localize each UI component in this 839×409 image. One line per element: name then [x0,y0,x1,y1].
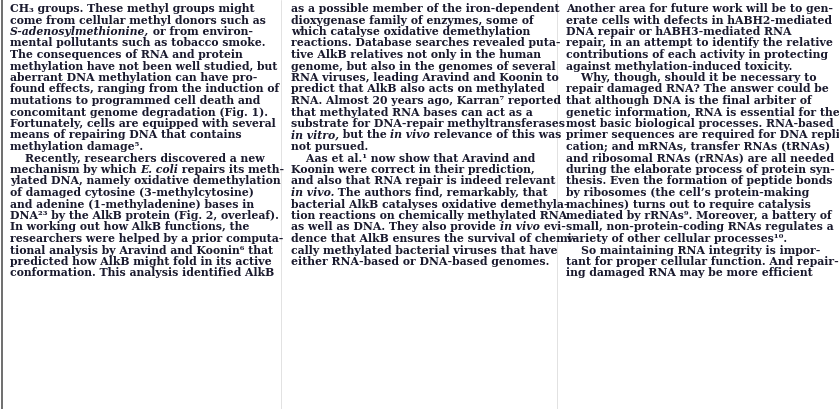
Text: or from environ-: or from environ- [149,26,253,37]
Text: tive AlkB relatives not only in the human: tive AlkB relatives not only in the huma… [291,49,541,60]
Text: S-adenosylmethionine,: S-adenosylmethionine, [10,26,149,37]
Text: during the elaborate process of protein syn-: during the elaborate process of protein … [566,164,835,175]
Text: Koonin were correct in their prediction,: Koonin were correct in their prediction, [291,164,534,175]
Text: come from cellular methyl donors such as: come from cellular methyl donors such as [10,14,266,25]
Text: In working out how AlkB functions, the: In working out how AlkB functions, the [10,222,249,232]
Text: evi-: evi- [539,222,565,232]
Text: bacterial AlkB catalyses oxidative demethyla-: bacterial AlkB catalyses oxidative demet… [291,198,569,209]
Text: ylated DNA, namely oxidative demethylation: ylated DNA, namely oxidative demethylati… [10,175,280,187]
Text: cation; and mRNAs, transfer RNAs (tRNAs): cation; and mRNAs, transfer RNAs (tRNAs) [566,141,830,152]
Text: predict that AlkB also acts on methylated: predict that AlkB also acts on methylate… [291,83,545,94]
Text: genetic information, RNA is essential for the: genetic information, RNA is essential fo… [566,106,839,117]
Text: RNA. Almost 20 years ago, Karran⁷ reported: RNA. Almost 20 years ago, Karran⁷ report… [291,95,561,106]
Text: DNA repair or hABH3-mediated RNA: DNA repair or hABH3-mediated RNA [566,26,791,37]
Text: that although DNA is the final arbiter of: that although DNA is the final arbiter o… [566,95,811,106]
Text: conformation. This analysis identified AlkB: conformation. This analysis identified A… [10,267,274,279]
Text: mechanism by which: mechanism by which [10,164,140,175]
Text: contributions of each activity in protecting: contributions of each activity in protec… [566,49,828,60]
Text: Why, though, should it be necessary to: Why, though, should it be necessary to [566,72,816,83]
Text: E. coli: E. coli [140,164,178,175]
Text: that methylated RNA bases can act as a: that methylated RNA bases can act as a [291,106,533,117]
Text: repair damaged RNA? The answer could be: repair damaged RNA? The answer could be [566,83,829,94]
Text: ing damaged RNA may be more efficient: ing damaged RNA may be more efficient [566,267,813,279]
Text: against methylation-induced toxicity.: against methylation-induced toxicity. [566,61,792,72]
Text: So maintaining RNA integrity is impor-: So maintaining RNA integrity is impor- [566,245,821,256]
Text: methylation have not been well studied, but: methylation have not been well studied, … [10,61,278,72]
Text: concomitant genome degradation (Fig. 1).: concomitant genome degradation (Fig. 1). [10,106,268,117]
Text: reactions. Database searches revealed puta-: reactions. Database searches revealed pu… [291,38,560,49]
Text: Fortunately, cells are equipped with several: Fortunately, cells are equipped with sev… [10,118,276,129]
Text: and also that RNA repair is indeed relevant: and also that RNA repair is indeed relev… [291,175,555,187]
Text: tant for proper cellular function. And repair-: tant for proper cellular function. And r… [566,256,839,267]
Text: Aas et al.¹ now show that Aravind and: Aas et al.¹ now show that Aravind and [291,153,535,164]
Text: cally methylated bacterial viruses that have: cally methylated bacterial viruses that … [291,245,557,256]
Text: in vivo: in vivo [390,130,430,141]
Text: The authors find, remarkably, that: The authors find, remarkably, that [335,187,548,198]
Text: in vivo.: in vivo. [291,187,335,198]
Text: RNA viruses, leading Aravind and Koonin to: RNA viruses, leading Aravind and Koonin … [291,72,559,83]
Text: mental pollutants such as tobacco smoke.: mental pollutants such as tobacco smoke. [10,38,265,49]
Text: mediated by rRNAs⁹. Moreover, a battery of: mediated by rRNAs⁹. Moreover, a battery … [566,210,831,221]
Text: in vivo: in vivo [500,222,539,232]
Text: variety of other cellular processes¹⁰.: variety of other cellular processes¹⁰. [566,233,787,244]
Text: The consequences of RNA and protein: The consequences of RNA and protein [10,49,242,60]
Text: predicted how AlkB might fold in its active: predicted how AlkB might fold in its act… [10,256,272,267]
Text: which catalyse oxidative demethylation: which catalyse oxidative demethylation [291,26,530,37]
Text: as a possible member of the iron-dependent: as a possible member of the iron-depende… [291,3,560,14]
Text: either RNA-based or DNA-based genomes.: either RNA-based or DNA-based genomes. [291,256,550,267]
Text: machines) turns out to require catalysis: machines) turns out to require catalysis [566,198,810,209]
Text: thesis. Even the formation of peptide bonds: thesis. Even the formation of peptide bo… [566,175,832,187]
Text: and adenine (1-methyladenine) bases in: and adenine (1-methyladenine) bases in [10,198,254,209]
Text: and ribosomal RNAs (rRNAs) are all needed: and ribosomal RNAs (rRNAs) are all neede… [566,153,834,164]
Text: of damaged cytosine (3-methylcytosine): of damaged cytosine (3-methylcytosine) [10,187,254,198]
Text: tional analysis by Aravind and Koonin⁶ that: tional analysis by Aravind and Koonin⁶ t… [10,245,274,256]
Text: but the: but the [339,130,390,141]
Text: dioxygenase family of enzymes, some of: dioxygenase family of enzymes, some of [291,14,534,25]
Text: substrate for DNA-repair methyltransferases: substrate for DNA-repair methyltransfera… [291,118,565,129]
Text: relevance of this was: relevance of this was [430,130,562,141]
Text: tion reactions on chemically methylated RNA: tion reactions on chemically methylated … [291,210,567,221]
Text: DNA²³ by the AlkB protein (Fig. 2, overleaf).: DNA²³ by the AlkB protein (Fig. 2, overl… [10,210,279,221]
Text: CH₃ groups. These methyl groups might: CH₃ groups. These methyl groups might [10,3,254,14]
Text: means of repairing DNA that contains: means of repairing DNA that contains [10,130,242,141]
Text: Another area for future work will be to gen-: Another area for future work will be to … [566,3,833,14]
Text: repair, in an attempt to identify the relative: repair, in an attempt to identify the re… [566,38,833,49]
Text: genome, but also in the genomes of several: genome, but also in the genomes of sever… [291,61,555,72]
Text: small, non-protein-coding RNAs regulates a: small, non-protein-coding RNAs regulates… [566,222,834,232]
Text: most basic biological processes. RNA-based: most basic biological processes. RNA-bas… [566,118,833,129]
Text: aberrant DNA methylation can have pro-: aberrant DNA methylation can have pro- [10,72,258,83]
Text: dence that AlkB ensures the survival of chemi-: dence that AlkB ensures the survival of … [291,233,576,244]
Text: erate cells with defects in hABH2-mediated: erate cells with defects in hABH2-mediat… [566,14,832,25]
Text: mutations to programmed cell death and: mutations to programmed cell death and [10,95,260,106]
Text: not pursued.: not pursued. [291,141,368,152]
Text: researchers were helped by a prior computa-: researchers were helped by a prior compu… [10,233,284,244]
Text: methylation damage⁵.: methylation damage⁵. [10,141,143,152]
Text: by ribosomes (the cell’s protein-making: by ribosomes (the cell’s protein-making [566,187,810,198]
Text: primer sequences are required for DNA repli-: primer sequences are required for DNA re… [566,130,839,141]
Text: found effects, ranging from the induction of: found effects, ranging from the inductio… [10,83,279,94]
Text: as well as DNA. They also provide: as well as DNA. They also provide [291,222,500,232]
Text: Recently, researchers discovered a new: Recently, researchers discovered a new [10,153,264,164]
Text: in vitro,: in vitro, [291,130,339,141]
Text: repairs its meth-: repairs its meth- [178,164,284,175]
